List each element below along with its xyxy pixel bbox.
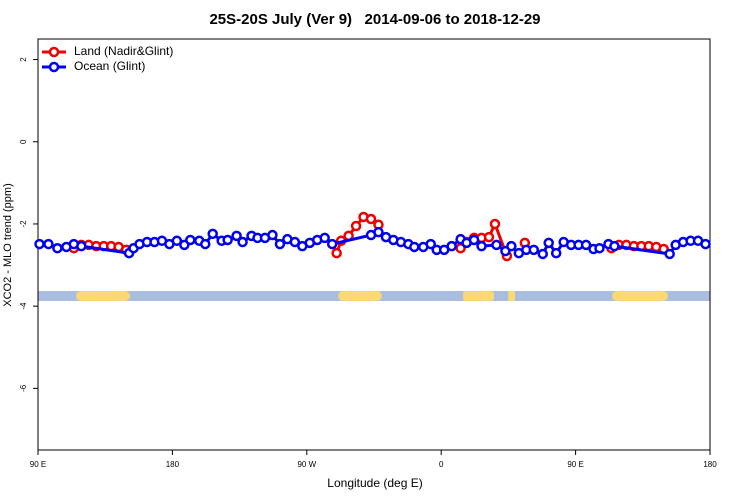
data-point xyxy=(52,242,63,254)
land-patch xyxy=(508,291,515,301)
data-point xyxy=(207,228,218,240)
x-axis-label: Longitude (deg E) xyxy=(327,476,422,490)
y-tick-label: -6 xyxy=(19,384,28,392)
y-tick-label: -2 xyxy=(19,220,28,228)
data-point xyxy=(171,235,183,247)
land-patch xyxy=(463,291,494,301)
data-point xyxy=(319,232,330,244)
data-point xyxy=(350,220,362,232)
x-tick-label: 0 xyxy=(439,460,444,469)
data-point xyxy=(425,238,436,250)
data-point xyxy=(231,230,242,242)
data-point xyxy=(326,238,338,250)
data-point xyxy=(34,238,45,250)
x-tick-label: 90 W xyxy=(297,460,316,469)
legend-label: Ocean (Glint) xyxy=(74,59,145,73)
data-point xyxy=(222,234,233,246)
data-point xyxy=(409,241,420,253)
legend-marker xyxy=(48,46,60,58)
data-point xyxy=(506,240,517,252)
data-point xyxy=(200,238,211,250)
legend-marker xyxy=(48,61,60,73)
data-point xyxy=(528,244,540,256)
data-point xyxy=(476,240,487,252)
data-point xyxy=(580,239,592,251)
data-point xyxy=(664,248,675,260)
data-point xyxy=(331,247,342,259)
data-point xyxy=(289,236,301,248)
y-axis-label: XCO2 - MLO trend (ppm) xyxy=(2,183,14,306)
data-point xyxy=(274,238,286,250)
y-tick-label: 0 xyxy=(19,139,28,144)
data-point xyxy=(267,229,278,241)
data-point xyxy=(550,247,562,259)
land-patch xyxy=(338,291,382,301)
legend-label: Land (Nadir&Glint) xyxy=(74,44,173,58)
data-point xyxy=(483,231,495,243)
data-point xyxy=(609,240,620,252)
data-point xyxy=(468,234,480,246)
data-point xyxy=(594,242,605,254)
land-mask xyxy=(38,291,710,301)
y-tick-label: 2 xyxy=(19,57,28,62)
x-tick-label: 180 xyxy=(703,460,717,469)
land-patch xyxy=(76,291,130,301)
data-point xyxy=(491,239,502,251)
data-point xyxy=(43,238,54,250)
data-point xyxy=(237,236,248,248)
data-point xyxy=(489,218,501,230)
data-point xyxy=(373,226,384,238)
data-point xyxy=(185,234,196,246)
land-patch xyxy=(612,291,668,301)
x-tick-label: 90 E xyxy=(30,460,46,469)
data-point xyxy=(365,213,377,225)
y-tick-label: -4 xyxy=(19,302,28,310)
data-point xyxy=(700,238,711,250)
data-point xyxy=(537,248,548,260)
x-tick-label: 180 xyxy=(166,460,180,469)
data-point xyxy=(543,237,554,249)
data-point xyxy=(76,240,87,252)
x-tick-label: 90 E xyxy=(567,460,583,469)
chart-title: 25S-20S July (Ver 9) 2014-09-06 to 2018-… xyxy=(209,11,540,28)
data-point xyxy=(446,240,457,252)
